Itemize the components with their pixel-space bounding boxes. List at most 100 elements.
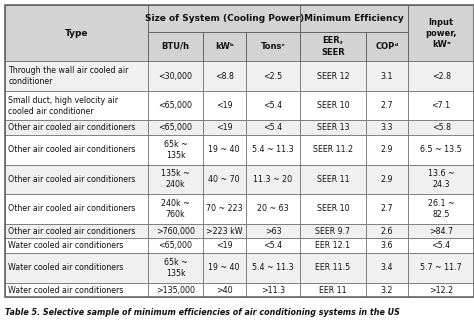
Text: >40: >40 bbox=[216, 285, 233, 294]
Bar bbox=[408, 253, 474, 283]
Text: Water cooled air conditioners: Water cooled air conditioners bbox=[9, 241, 124, 250]
Text: 5.4 ~ 11.3: 5.4 ~ 11.3 bbox=[252, 145, 294, 154]
Text: 13.6 ~
24.3: 13.6 ~ 24.3 bbox=[428, 169, 455, 189]
Bar bbox=[148, 239, 203, 253]
Bar bbox=[301, 165, 365, 194]
Bar bbox=[203, 135, 246, 165]
Bar bbox=[246, 253, 301, 283]
Bar bbox=[246, 239, 301, 253]
Text: >760,000: >760,000 bbox=[156, 227, 195, 236]
Bar bbox=[203, 239, 246, 253]
Text: SEER 11.2: SEER 11.2 bbox=[313, 145, 353, 154]
Bar bbox=[5, 283, 148, 297]
Text: Water cooled air conditioners: Water cooled air conditioners bbox=[9, 285, 124, 294]
Bar bbox=[301, 194, 365, 224]
Text: 65k ~
135k: 65k ~ 135k bbox=[164, 258, 187, 278]
Bar bbox=[148, 32, 203, 61]
Text: 3.6: 3.6 bbox=[381, 241, 393, 250]
Bar bbox=[246, 91, 301, 120]
Bar bbox=[301, 283, 365, 297]
Text: <7.1: <7.1 bbox=[432, 101, 451, 110]
Bar bbox=[5, 121, 148, 135]
Bar bbox=[246, 224, 301, 239]
Bar bbox=[5, 61, 148, 91]
Bar bbox=[5, 135, 148, 165]
Bar bbox=[408, 283, 474, 297]
Text: <19: <19 bbox=[216, 101, 233, 110]
Bar bbox=[246, 194, 301, 224]
Bar bbox=[203, 61, 246, 91]
Text: <5.4: <5.4 bbox=[264, 123, 283, 132]
Bar bbox=[365, 194, 408, 224]
Text: EER 11: EER 11 bbox=[319, 285, 347, 294]
Text: <65,000: <65,000 bbox=[158, 123, 192, 132]
Text: 20 ~ 63: 20 ~ 63 bbox=[257, 204, 289, 214]
Text: >223 kW: >223 kW bbox=[206, 227, 243, 236]
Bar bbox=[148, 165, 203, 194]
Text: >63: >63 bbox=[264, 227, 281, 236]
Text: SEER 11: SEER 11 bbox=[317, 175, 349, 184]
Text: SEER 9.7: SEER 9.7 bbox=[316, 227, 350, 236]
Bar bbox=[365, 239, 408, 253]
Bar bbox=[365, 283, 408, 297]
Bar bbox=[148, 224, 203, 239]
Text: <19: <19 bbox=[216, 241, 233, 250]
Text: Table 5. Selective sample of minimum efficiencies of air conditioning systems in: Table 5. Selective sample of minimum eff… bbox=[5, 308, 400, 317]
Text: <65,000: <65,000 bbox=[158, 241, 192, 250]
Bar bbox=[408, 224, 474, 239]
Bar bbox=[148, 121, 203, 135]
Bar bbox=[365, 165, 408, 194]
Bar bbox=[148, 135, 203, 165]
Text: 70 ~ 223: 70 ~ 223 bbox=[206, 204, 243, 214]
Bar bbox=[408, 121, 474, 135]
Bar bbox=[5, 165, 148, 194]
Text: 65k ~
135k: 65k ~ 135k bbox=[164, 140, 187, 160]
Text: EER,
SEER: EER, SEER bbox=[321, 36, 345, 57]
Text: EER 12.1: EER 12.1 bbox=[315, 241, 351, 250]
Bar bbox=[203, 224, 246, 239]
Text: >12.2: >12.2 bbox=[429, 285, 453, 294]
Text: 19 ~ 40: 19 ~ 40 bbox=[209, 145, 240, 154]
Bar bbox=[301, 135, 365, 165]
Bar bbox=[246, 135, 301, 165]
Text: 11.3 ~ 20: 11.3 ~ 20 bbox=[254, 175, 292, 184]
Bar bbox=[301, 239, 365, 253]
Text: <30,000: <30,000 bbox=[158, 72, 192, 81]
Text: 2.6: 2.6 bbox=[381, 227, 393, 236]
Text: >135,000: >135,000 bbox=[156, 285, 195, 294]
Text: <5.8: <5.8 bbox=[432, 123, 451, 132]
Text: Minimum Efficiency: Minimum Efficiency bbox=[304, 14, 404, 23]
Text: Water cooled air conditioners: Water cooled air conditioners bbox=[9, 263, 124, 272]
Bar bbox=[365, 61, 408, 91]
Text: 3.1: 3.1 bbox=[381, 72, 393, 81]
Text: Small duct, high velocity air
cooled air conditioner: Small duct, high velocity air cooled air… bbox=[9, 96, 118, 116]
Bar bbox=[365, 224, 408, 239]
Text: Other air cooled air conditioners: Other air cooled air conditioners bbox=[9, 123, 136, 132]
Bar bbox=[301, 253, 365, 283]
Text: 6.5 ~ 13.5: 6.5 ~ 13.5 bbox=[420, 145, 462, 154]
Text: 5.4 ~ 11.3: 5.4 ~ 11.3 bbox=[252, 263, 294, 272]
Text: Other air cooled air conditioners: Other air cooled air conditioners bbox=[9, 145, 136, 154]
Bar bbox=[301, 5, 408, 32]
Text: Through the wall air cooled air
conditioner: Through the wall air cooled air conditio… bbox=[9, 66, 129, 86]
Bar bbox=[203, 253, 246, 283]
Text: Other air cooled air conditioners: Other air cooled air conditioners bbox=[9, 204, 136, 214]
Text: 40 ~ 70: 40 ~ 70 bbox=[209, 175, 240, 184]
Text: <8.8: <8.8 bbox=[215, 72, 234, 81]
Text: 240k ~
760k: 240k ~ 760k bbox=[161, 199, 190, 219]
Bar bbox=[246, 61, 301, 91]
Bar bbox=[5, 91, 148, 120]
Bar bbox=[246, 32, 301, 61]
Bar bbox=[203, 121, 246, 135]
Bar bbox=[5, 194, 148, 224]
Bar bbox=[365, 121, 408, 135]
Bar bbox=[5, 224, 148, 239]
Bar bbox=[365, 253, 408, 283]
Bar bbox=[408, 5, 474, 61]
Bar bbox=[408, 135, 474, 165]
Text: Size of System (Cooling Power): Size of System (Cooling Power) bbox=[145, 14, 304, 23]
Text: Other air cooled air conditioners: Other air cooled air conditioners bbox=[9, 175, 136, 184]
Text: SEER 10: SEER 10 bbox=[317, 204, 349, 214]
Text: 3.4: 3.4 bbox=[381, 263, 393, 272]
Bar bbox=[408, 61, 474, 91]
